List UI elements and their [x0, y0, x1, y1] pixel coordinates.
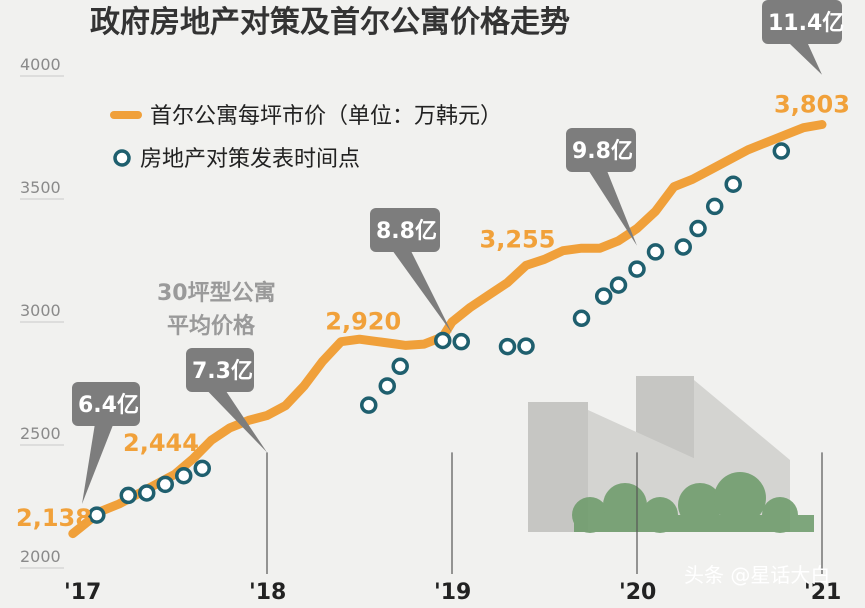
y-tick-label: 3000 [20, 301, 61, 320]
policy-marker [360, 396, 378, 414]
policy-marker [772, 142, 791, 160]
legend-label-price: 首尔公寓每坪市价（单位：万韩元） [150, 104, 502, 129]
size-note: 30坪型公寓 平均价格 [157, 280, 276, 339]
policy-marker [138, 484, 156, 502]
chart-title: 政府房地产对策及首尔公寓价格走势 [90, 5, 570, 40]
price-callout: 7.3亿 [186, 348, 267, 453]
policy-marker [391, 357, 409, 376]
policy-marker [434, 331, 452, 350]
legend-marker-swatch [113, 149, 131, 167]
value-label: 2,920 [325, 308, 401, 336]
value-label: 3,803 [774, 90, 850, 118]
price-callout: 11.4亿 [762, 0, 844, 75]
callout-box [370, 208, 440, 252]
y-tick-label: 2500 [20, 424, 61, 443]
policy-marker [517, 337, 535, 355]
x-tick-label: '17 [64, 580, 101, 604]
value-label: 3,255 [480, 225, 556, 253]
callout-label: 7.3亿 [192, 359, 253, 384]
callout-label: 11.4亿 [768, 11, 844, 36]
x-tick-label: '18 [249, 580, 286, 604]
policy-marker [628, 260, 646, 278]
value-labels: 2,138 2,444 2,920 3,255 3,803 [16, 90, 850, 532]
callout-box [762, 0, 842, 44]
policy-marker [572, 309, 591, 328]
price-callout: 9.8亿 [566, 128, 637, 246]
callout-label: 6.4亿 [78, 393, 139, 418]
callout-label: 8.8亿 [376, 219, 437, 244]
policy-marker [193, 459, 211, 478]
callout-pointer [208, 392, 267, 453]
policy-marker [609, 276, 628, 294]
policy-marker [378, 377, 396, 395]
policy-marker [674, 238, 692, 256]
legend: 首尔公寓每坪市价（单位：万韩元） 房地产对策发表时间点 [110, 104, 502, 172]
x-tick-label: '21 [804, 580, 841, 604]
building-illustration [528, 376, 814, 533]
policy-marker [646, 243, 665, 261]
callout-label: 9.8亿 [572, 139, 633, 164]
price-callout: 8.8亿 [370, 208, 452, 334]
policy-markers [88, 142, 791, 524]
policy-marker [705, 197, 724, 216]
callout-box [72, 382, 140, 426]
policy-marker [689, 219, 707, 238]
value-label: 2,138 [16, 504, 92, 532]
value-label: 2,444 [123, 429, 199, 457]
policy-marker [498, 337, 517, 356]
legend-label-policy: 房地产对策发表时间点 [140, 147, 360, 172]
callout-pointer [589, 172, 637, 246]
policy-marker [724, 175, 742, 193]
note-line-1: 30坪型公寓 [157, 280, 276, 306]
policy-marker [594, 287, 613, 305]
x-tick-label: '20 [619, 580, 656, 604]
axes: 2000 2500 3000 3500 4000 '17 '18 '19 '20 '21 [20, 55, 841, 605]
price-callout: 6.4亿 [72, 382, 140, 505]
callout-box [186, 348, 254, 392]
note-line-2: 平均价格 [167, 313, 256, 339]
y-tick-label: 4000 [20, 55, 61, 74]
callout-leader-lines [266, 452, 823, 574]
policy-marker [88, 506, 106, 524]
legend-line-swatch [110, 111, 142, 119]
x-tick-label: '19 [434, 580, 471, 604]
callout-pointer [790, 44, 822, 75]
policy-marker [119, 486, 137, 505]
policy-marker [156, 475, 174, 494]
price-callouts: 6.4亿 7.3亿 8.8亿 9.8亿 11.4亿 [72, 0, 844, 505]
y-tick-label: 3500 [20, 178, 61, 197]
y-tick-label: 2000 [20, 547, 61, 566]
callout-pointer [393, 252, 452, 334]
callout-pointer [82, 426, 113, 505]
callout-box [566, 128, 636, 172]
policy-marker [452, 332, 470, 351]
policy-marker [175, 467, 193, 485]
watermark: 头条 @星话大白 [684, 563, 830, 587]
